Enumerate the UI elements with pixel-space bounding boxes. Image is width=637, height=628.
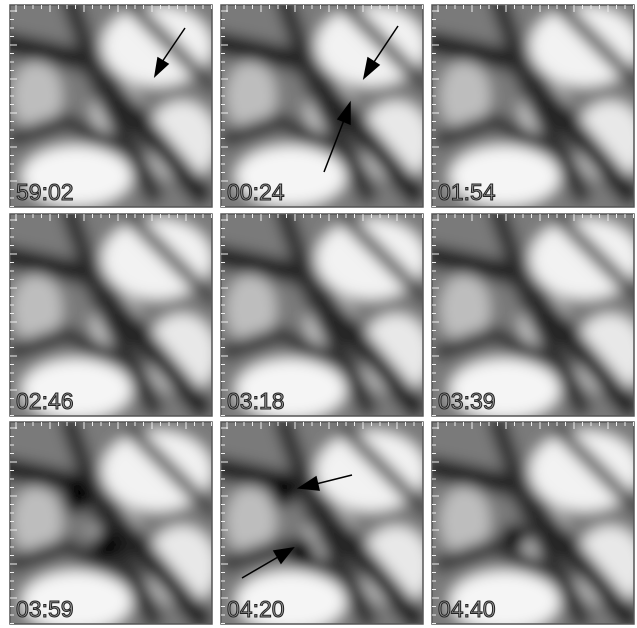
scene xyxy=(0,406,229,628)
time-label: 04:20 xyxy=(227,596,285,622)
time-label: 59:02 xyxy=(16,179,74,205)
image-content xyxy=(0,406,229,628)
dark-feature xyxy=(91,532,123,560)
time-label: 04:40 xyxy=(438,596,496,622)
time-label: 03:18 xyxy=(227,388,285,414)
panel: 00:24 xyxy=(201,0,443,223)
panel: 03:59 xyxy=(0,406,229,628)
figure: 59:02 00:24 01:54 02:46 03:18 03:39 03:59 04:20… xyxy=(0,0,637,628)
panel: 02:46 xyxy=(0,194,229,436)
image-content xyxy=(415,406,637,628)
panel-image xyxy=(201,406,443,628)
dark-feature xyxy=(501,524,529,548)
panel: 01:54 xyxy=(415,0,637,223)
dark-feature xyxy=(270,475,296,507)
time-label: 01:54 xyxy=(438,179,496,205)
image-content xyxy=(201,406,443,628)
dark-feature xyxy=(63,478,91,514)
time-label: 02:46 xyxy=(16,388,74,414)
panel-grid: 59:02 00:24 01:54 02:46 03:18 03:39 03:59 04:20… xyxy=(0,0,637,628)
scene xyxy=(415,406,637,628)
panel-image xyxy=(0,406,229,628)
panel-image xyxy=(415,406,637,628)
time-label: 03:39 xyxy=(438,388,496,414)
panel: 59:02 xyxy=(0,0,229,223)
panel: 03:39 xyxy=(415,194,637,436)
time-label: 03:59 xyxy=(16,596,74,622)
panel: 04:40 xyxy=(415,406,637,628)
time-label: 00:24 xyxy=(227,179,285,205)
panel: 03:18 xyxy=(201,194,443,436)
scene xyxy=(201,406,443,628)
panel: 04:20 xyxy=(201,406,443,628)
